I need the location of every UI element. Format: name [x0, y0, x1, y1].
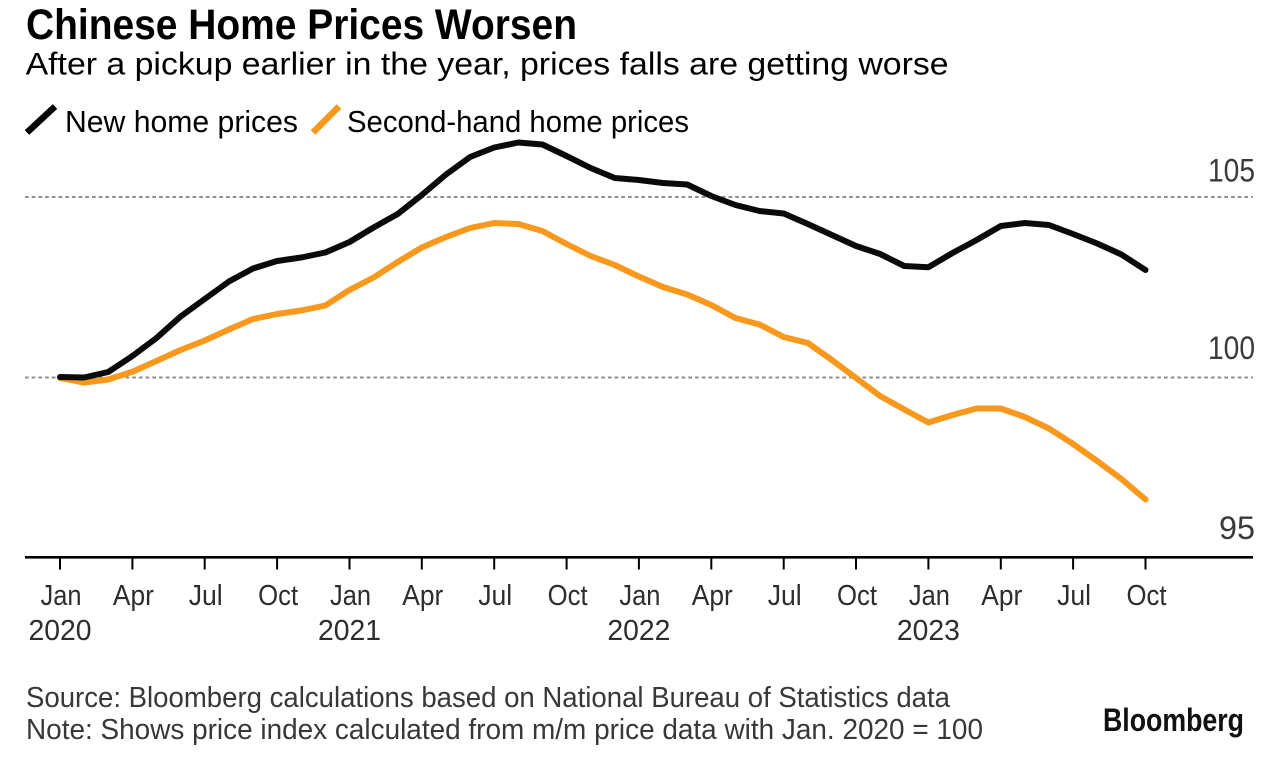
svg-text:Jul: Jul	[1057, 580, 1091, 612]
svg-text:Apr: Apr	[113, 580, 154, 612]
svg-text:Chinese Home Prices Worsen: Chinese Home Prices Worsen	[26, 2, 577, 49]
svg-text:Jan: Jan	[41, 580, 82, 612]
svg-text:95: 95	[1219, 510, 1255, 546]
svg-text:Apr: Apr	[692, 580, 733, 612]
svg-text:Oct: Oct	[1127, 580, 1167, 612]
svg-text:Apr: Apr	[981, 580, 1022, 612]
svg-text:Note: Shows price index calcul: Note: Shows price index calculated from …	[26, 714, 983, 746]
svg-text:105: 105	[1208, 153, 1255, 189]
svg-text:100: 100	[1208, 330, 1255, 366]
svg-text:Jan: Jan	[909, 580, 950, 612]
svg-text:Bloomberg: Bloomberg	[1103, 702, 1244, 738]
svg-text:After a pickup earlier in the: After a pickup earlier in the year, pric…	[26, 46, 949, 81]
svg-text:2023: 2023	[897, 615, 960, 647]
svg-text:Source: Bloomberg calculations: Source: Bloomberg calculations based on …	[26, 682, 951, 714]
svg-text:Jan: Jan	[619, 580, 660, 612]
svg-text:Jul: Jul	[189, 580, 223, 612]
svg-text:Jan: Jan	[330, 580, 371, 612]
svg-text:Second-hand home prices: Second-hand home prices	[347, 104, 689, 139]
svg-text:Jul: Jul	[478, 580, 512, 612]
svg-text:Oct: Oct	[837, 580, 877, 612]
svg-text:New home prices: New home prices	[65, 104, 298, 139]
svg-text:Apr: Apr	[402, 580, 443, 612]
svg-text:Oct: Oct	[548, 580, 588, 612]
svg-text:2022: 2022	[607, 615, 670, 647]
svg-text:2021: 2021	[318, 615, 381, 647]
svg-text:2020: 2020	[29, 615, 92, 647]
svg-text:Oct: Oct	[258, 580, 298, 612]
svg-text:Jul: Jul	[768, 580, 802, 612]
